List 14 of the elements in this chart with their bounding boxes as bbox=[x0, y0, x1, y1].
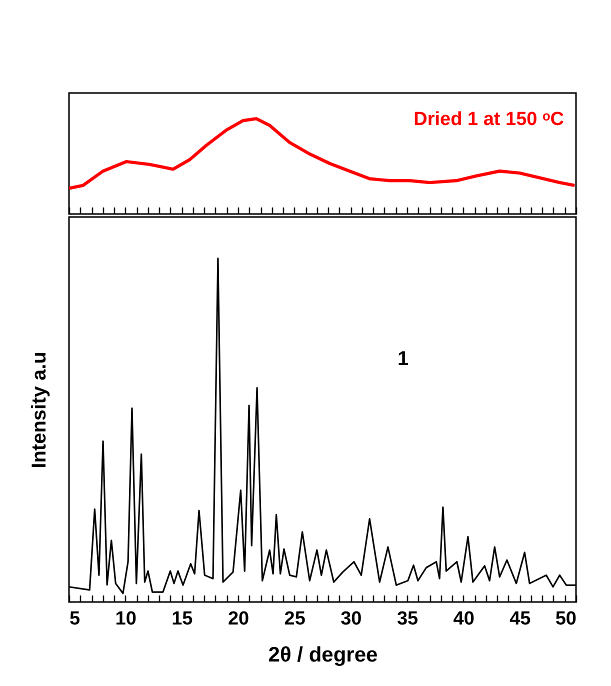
x-tick-label: 35 bbox=[396, 608, 418, 630]
x-tick-label: 15 bbox=[172, 608, 194, 630]
x-tick-label: 40 bbox=[453, 608, 474, 630]
x-axis-title: 2θ / degree bbox=[268, 644, 378, 666]
x-tick-label: 25 bbox=[284, 608, 306, 630]
x-tick-label: 5 bbox=[70, 608, 80, 630]
x-tick-label: 45 bbox=[510, 608, 532, 630]
x-tick-label: 30 bbox=[340, 608, 362, 630]
x-tick-label: 20 bbox=[228, 608, 250, 630]
x-tick-label: 50 bbox=[555, 608, 576, 630]
text: 1 bbox=[397, 348, 409, 370]
x-tick-label: 10 bbox=[115, 608, 136, 630]
y-axis-title: Intensity a.u bbox=[28, 352, 50, 468]
text: Dried 1 at 150 ᵒC bbox=[414, 109, 564, 130]
